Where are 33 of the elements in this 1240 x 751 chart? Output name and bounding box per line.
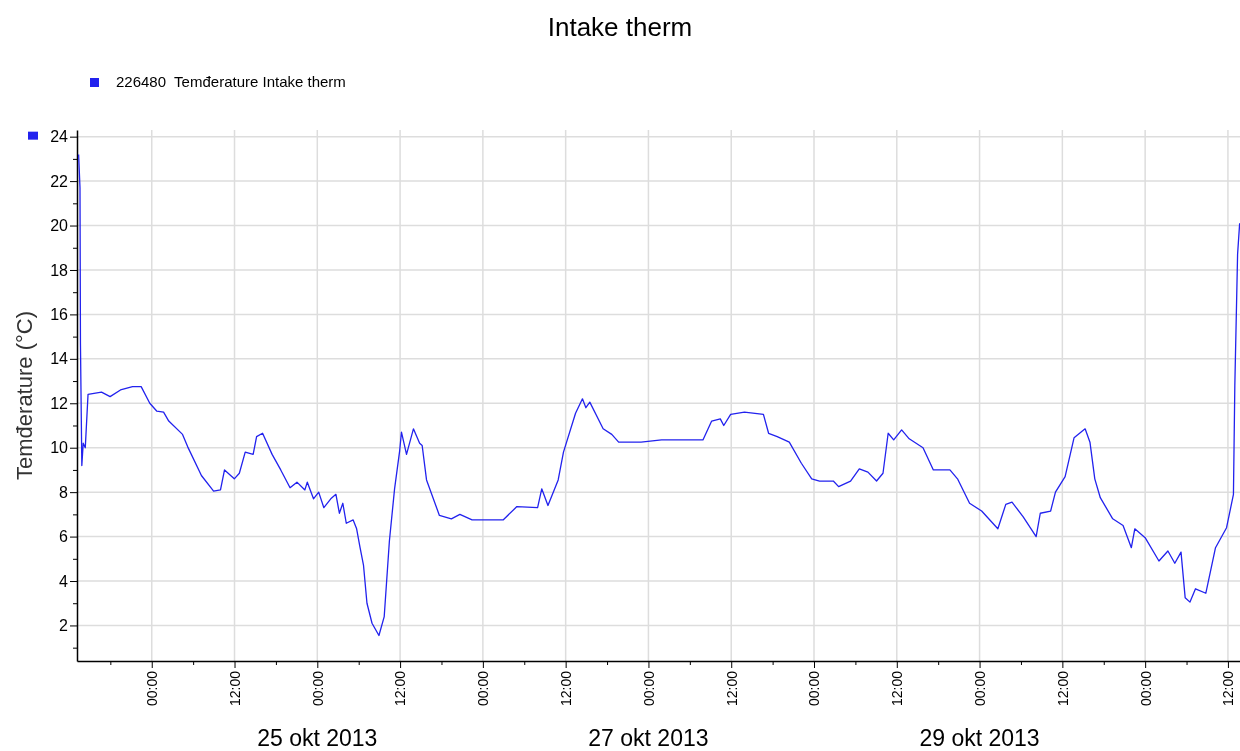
y-tick-label: 12 <box>50 394 69 412</box>
x-tick-label: 00:00 <box>1137 670 1154 707</box>
x-tick-label: 12:00 <box>723 670 740 707</box>
y-tick-label: 4 <box>59 572 69 590</box>
x-tick-label: 00:00 <box>971 670 988 707</box>
x-tick-label: 12:00 <box>392 670 409 707</box>
x-tick-label: 12:00 <box>226 670 243 707</box>
text: 29 okt 2013 <box>919 725 1040 751</box>
text: 25 okt 2013 <box>257 725 378 751</box>
y-tick-label: 6 <box>59 528 69 546</box>
y-tick-label: 18 <box>50 261 69 279</box>
x-tick-label: 12:00 <box>1220 670 1237 707</box>
y-tick-label: 22 <box>50 172 69 190</box>
line-series <box>77 153 1240 637</box>
x-tick-label: 00:00 <box>806 670 823 707</box>
text: 27 okt 2013 <box>588 725 709 751</box>
y-tick-label: 2 <box>59 617 69 635</box>
x-tick-label: 00:00 <box>640 670 657 707</box>
x-tick-label: 00:00 <box>144 670 161 707</box>
y-tick-label: 20 <box>50 217 69 235</box>
legend-label: 226480 Temđerature Intake therm <box>116 73 346 90</box>
x-tick-label: 12:00 <box>558 670 575 707</box>
y-tick-label: 16 <box>50 306 69 324</box>
y-tick-label: 24 <box>50 128 69 146</box>
y-tick-label: 14 <box>50 350 69 368</box>
x-tick-label: 12:00 <box>889 670 906 707</box>
x-tick-label: 00:00 <box>309 670 326 707</box>
x-tick-label: 00:00 <box>475 670 492 707</box>
y-axis-title: Temđerature (°C) <box>12 311 37 480</box>
y-tick-label: 10 <box>50 439 69 457</box>
chart-title: Intake therm <box>547 12 693 42</box>
x-tick-label: 12:00 <box>1054 670 1071 707</box>
y-tick-label: 8 <box>59 483 69 501</box>
